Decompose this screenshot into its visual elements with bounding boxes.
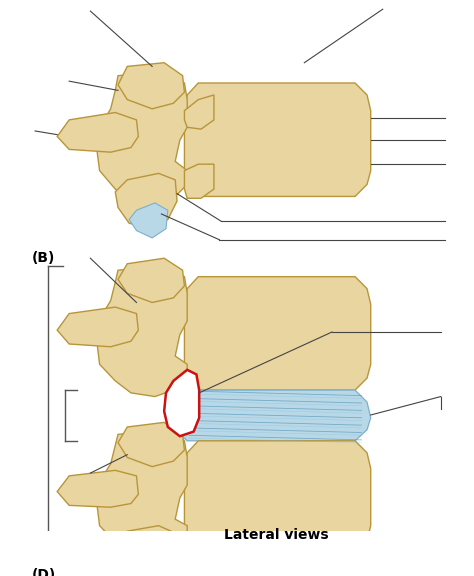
Polygon shape [115,173,177,229]
Polygon shape [184,95,214,129]
Polygon shape [97,266,187,396]
Polygon shape [129,550,168,576]
Polygon shape [164,370,199,436]
Polygon shape [184,83,371,196]
Text: (D): (D) [31,568,55,576]
Polygon shape [57,471,138,507]
Polygon shape [118,422,184,467]
Text: Lateral views: Lateral views [224,528,329,541]
Polygon shape [118,258,184,302]
Polygon shape [118,63,184,109]
Polygon shape [173,390,371,441]
Polygon shape [57,112,138,152]
Text: (B): (B) [31,251,55,265]
Polygon shape [184,164,214,198]
Polygon shape [97,430,187,559]
Polygon shape [129,203,168,238]
Polygon shape [184,276,371,390]
Polygon shape [97,72,187,204]
Polygon shape [184,441,371,551]
Polygon shape [57,307,138,347]
Polygon shape [115,526,177,575]
